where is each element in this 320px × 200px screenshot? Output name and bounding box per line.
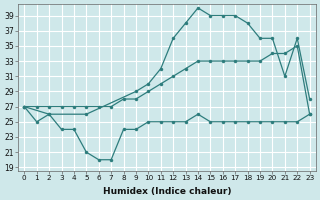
X-axis label: Humidex (Indice chaleur): Humidex (Indice chaleur) [103,187,231,196]
